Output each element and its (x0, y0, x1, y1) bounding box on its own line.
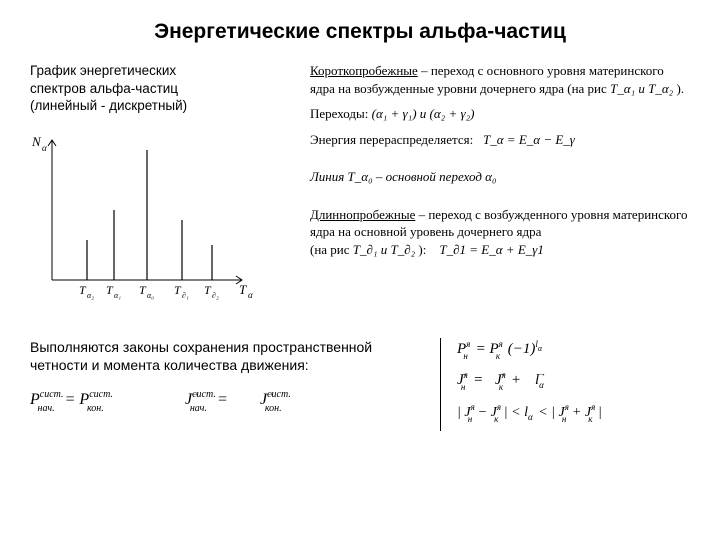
para-energy: Энергия перераспределяется: T_α = E_α − … (310, 131, 690, 149)
page-title: Энергетические спектры альфа-частиц (30, 20, 690, 44)
p2f: (α₁ + γ₁) и (α₂ + γ₂) (372, 106, 475, 121)
caption-l2: спектров альфа-частиц (30, 81, 178, 96)
svg-text:α₂: α₂ (87, 291, 94, 300)
svg-text:T: T (204, 283, 212, 297)
p5f1: T_∂₁ и T_∂₂ (353, 242, 415, 257)
svg-text:T: T (239, 282, 247, 297)
svg-text:Pян = Pяк (−1): Pян = Pяк (−1)lα (456, 339, 543, 363)
main-row: График энергетических спектров альфа-час… (30, 62, 690, 320)
svg-text:α: α (42, 143, 47, 153)
law-text: Выполняются законы сохранения пространст… (30, 338, 430, 374)
p5c: (на рис (310, 242, 353, 257)
para-long-range: Длиннопробежные – переход с возбужденног… (310, 206, 690, 259)
right-column: Короткопробежные – переход с основного у… (310, 62, 690, 320)
short-range-label: Короткопробежные (310, 63, 418, 78)
svg-text:Jян =: Jян = (457, 370, 483, 394)
svg-text:T: T (174, 283, 182, 297)
para-main-line: Линия T_α₀ – основной переход α₀ (310, 168, 690, 186)
svg-text:N: N (31, 134, 42, 149)
p5f2: T_∂1 = E_α + E_γ1 (439, 242, 544, 257)
eq-right-svg: Pян = Pяк (−1)lα → Jян = → Jяк + → lα | … (451, 338, 691, 428)
para-short-range: Короткопробежные – переход с основного у… (310, 62, 690, 97)
svg-text:| Jян − Jяк |: | Jян − Jяк | < lα < | Jян + Jяк | (457, 402, 602, 426)
svg-text:Jсист.кон.: Jсист.кон. (260, 389, 291, 414)
laws-block: Выполняются законы сохранения пространст… (30, 338, 430, 431)
svg-text:Pсист.нач. = Pсист.к: Pсист.нач. = Pсист.кон. (30, 389, 113, 415)
long-range-label: Длиннопробежные (310, 207, 415, 222)
svg-text:α: α (248, 290, 253, 300)
p3a: Энергия перераспределяется: (310, 132, 473, 147)
svg-text:Jяк +: Jяк + (495, 370, 521, 394)
svg-text:T: T (139, 283, 147, 297)
svg-text:∂₁: ∂₁ (182, 291, 189, 300)
svg-text:Jсист.нач. =: Jсист.нач. = (185, 389, 228, 415)
caption-l3: (линейный - дискретный) (30, 98, 187, 113)
p1c: ). (673, 81, 684, 96)
svg-text:α₁: α₁ (114, 291, 121, 300)
chart-caption: График энергетических спектров альфа-час… (30, 62, 290, 115)
svg-text:T: T (106, 283, 114, 297)
spectrum-chart: NαTαTα₂Tα₁Tα₀T∂₁T∂₂ (30, 125, 290, 320)
p2a: Переходы: (310, 106, 368, 121)
left-column: График энергетических спектров альфа-час… (30, 62, 290, 320)
svg-text:∂₂: ∂₂ (212, 291, 219, 300)
eq-left-svg: Pсист.нач. = Pсист.кон. → Jсист.нач. = →… (30, 384, 330, 420)
caption-l1: График энергетических (30, 63, 176, 78)
p1f1: T_α₁ и T_α₂ (610, 81, 673, 96)
svg-text:T: T (79, 283, 87, 297)
svg-text:α₀: α₀ (147, 291, 154, 300)
para-transitions: Переходы: (α₁ + γ₁) и (α₂ + γ₂) (310, 105, 690, 123)
right-equations: Pян = Pяк (−1)lα → Jян = → Jяк + → lα | … (440, 338, 690, 431)
bottom-row: Выполняются законы сохранения пространст… (30, 338, 690, 431)
p5d: ): (415, 242, 426, 257)
p3f: T_α = E_α − E_γ (483, 132, 575, 147)
law-equations: Pсист.нач. = Pсист.кон. → Jсист.нач. = →… (30, 384, 430, 426)
